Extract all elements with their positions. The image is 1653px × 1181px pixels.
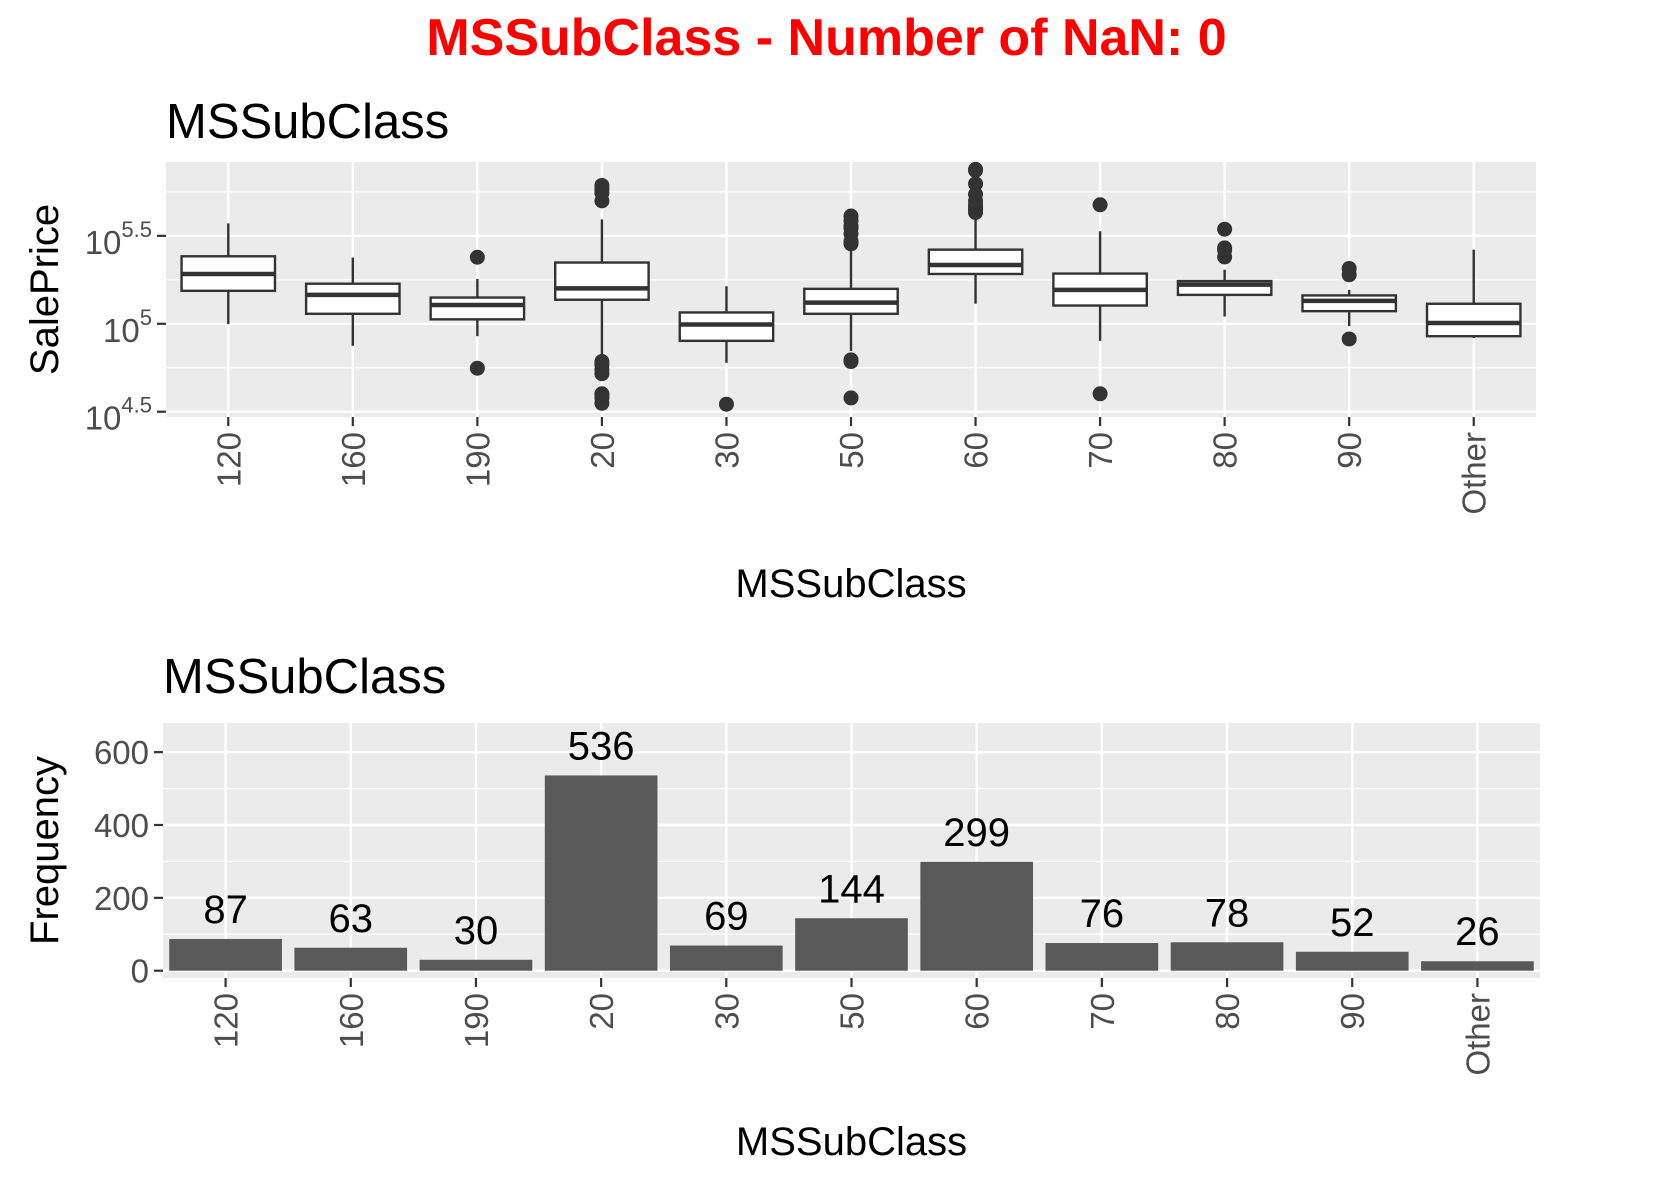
box-outlier-point (1341, 260, 1357, 276)
box-190 (429, 249, 526, 376)
box-90 (1301, 260, 1398, 347)
boxplot-y-tick-label: 105.5 (85, 217, 152, 261)
box-outlier-point (843, 390, 859, 406)
box-outlier-point (1092, 386, 1108, 402)
box-outlier-point (1092, 197, 1108, 213)
bar-120 (169, 939, 282, 971)
bar-70 (1045, 943, 1159, 971)
bar-x-axis-label: MSSubClass (736, 1120, 967, 1164)
bar-data-label: 87 (203, 888, 248, 932)
bar-x-tick-label: 20 (583, 993, 620, 1030)
box-60 (927, 161, 1024, 304)
boxplot-y-tick-label: 105 (103, 305, 152, 349)
bar-y-tick-label: 200 (94, 880, 149, 917)
boxplot-x-tick-label: 20 (584, 432, 621, 469)
bar-20 (544, 775, 658, 971)
bar-y-axis-label: Frequency (23, 756, 67, 945)
box-outlier-point (968, 186, 984, 202)
box-outlier-point (469, 249, 485, 265)
boxplot-x-tick-label: 190 (459, 432, 496, 487)
bar-90 (1295, 951, 1409, 971)
box-120 (180, 223, 277, 325)
bar-data-label: 144 (818, 867, 885, 911)
bar-x-tick-label: 90 (1334, 993, 1371, 1030)
box-160 (304, 257, 401, 346)
boxplot-chart: 104.5 105 105.5 120 160 190 20 30 50 60 70 80 90 Othe… (23, 95, 1536, 606)
bar-Other (1421, 961, 1534, 971)
bar-data-label: 30 (454, 909, 499, 953)
bar-x-tick-label: 70 (1084, 993, 1121, 1030)
box-iqr (554, 261, 650, 301)
bar-data-label: 63 (329, 897, 374, 941)
boxplot-y-tick-label: 104.5 (85, 393, 152, 437)
box-outlier-point (843, 208, 859, 224)
boxplot-x-axis-label: MSSubClass (735, 562, 966, 606)
box-iqr (927, 248, 1024, 276)
box-outlier-point (1217, 240, 1233, 256)
box-outlier-point (469, 360, 485, 376)
bar-x-tick-label: 190 (458, 993, 495, 1048)
boxplot-y-axis-label: SalePrice (23, 204, 67, 375)
bar-60 (920, 861, 1034, 971)
boxplot-x-tick-label: 120 (210, 432, 247, 487)
bar-data-label: 26 (1455, 910, 1500, 954)
box-outlier-point (594, 177, 610, 193)
box-80 (1176, 221, 1273, 317)
box-outlier-point (718, 396, 734, 412)
box-20 (554, 177, 650, 411)
box-outlier-point (843, 352, 859, 368)
box-outlier-point (1341, 331, 1357, 347)
bar-y-tick-label: 0 (131, 953, 149, 990)
boxplot-title: MSSubClass (166, 95, 449, 149)
bar-x-tick-label: 120 (208, 993, 245, 1048)
box-30 (678, 286, 775, 412)
bar-160 (294, 947, 408, 971)
bar-data-label: 536 (568, 724, 635, 768)
boxplot-x-tick-label: 60 (958, 432, 995, 469)
box-Other (1425, 249, 1522, 339)
bar-x-tick-label: Other (1459, 993, 1496, 1076)
bar-x-tick-label: 160 (333, 993, 370, 1048)
bar-data-label: 299 (943, 811, 1010, 855)
box-iqr (304, 282, 401, 315)
box-50 (803, 208, 899, 406)
bar-80 (1170, 942, 1284, 971)
boxplot-x-tick-label: 50 (833, 432, 870, 469)
boxplot-x-tick-label: Other (1456, 432, 1493, 515)
bar-title: MSSubClass (163, 650, 446, 704)
boxplot-x-tick-label: 70 (1082, 432, 1119, 469)
bar-30 (669, 945, 783, 971)
bar-x-tick-label: 30 (708, 993, 745, 1030)
box-outlier-point (594, 386, 610, 402)
box-outlier-point (968, 176, 984, 192)
bar-x-tick-label: 60 (959, 993, 996, 1030)
bar-50 (795, 918, 908, 971)
boxplot-x-tick-label: 160 (335, 432, 372, 487)
boxplot-x-tick-label: 80 (1207, 432, 1244, 469)
bar-data-label: 52 (1330, 901, 1375, 945)
bar-190 (419, 959, 533, 971)
box-outlier-point (594, 354, 610, 370)
bar-x-tick-label: 80 (1209, 993, 1246, 1030)
boxplot-x-tick-label: 90 (1331, 432, 1368, 469)
page-title: MSSubClass - Number of NaN: 0 (426, 9, 1227, 67)
bar-y-tick-label: 400 (94, 807, 149, 844)
bar-data-label: 76 (1080, 892, 1125, 936)
bar-data-label: 78 (1205, 891, 1250, 935)
box-iqr (429, 296, 526, 321)
box-iqr (1425, 302, 1522, 338)
bar-chart: 87 63 30 536 69 144 299 76 78 52 26 0 200 400 600 120 16… (23, 650, 1540, 1164)
box-outlier-point (968, 161, 984, 177)
bar-y-tick-label: 600 (94, 734, 149, 771)
bar-data-label: 69 (704, 895, 749, 939)
box-70 (1052, 197, 1148, 402)
bar-x-tick-label: 50 (834, 993, 871, 1030)
boxplot-x-tick-label: 30 (708, 432, 745, 469)
box-iqr (1301, 294, 1398, 313)
box-outlier-point (1217, 221, 1233, 237)
